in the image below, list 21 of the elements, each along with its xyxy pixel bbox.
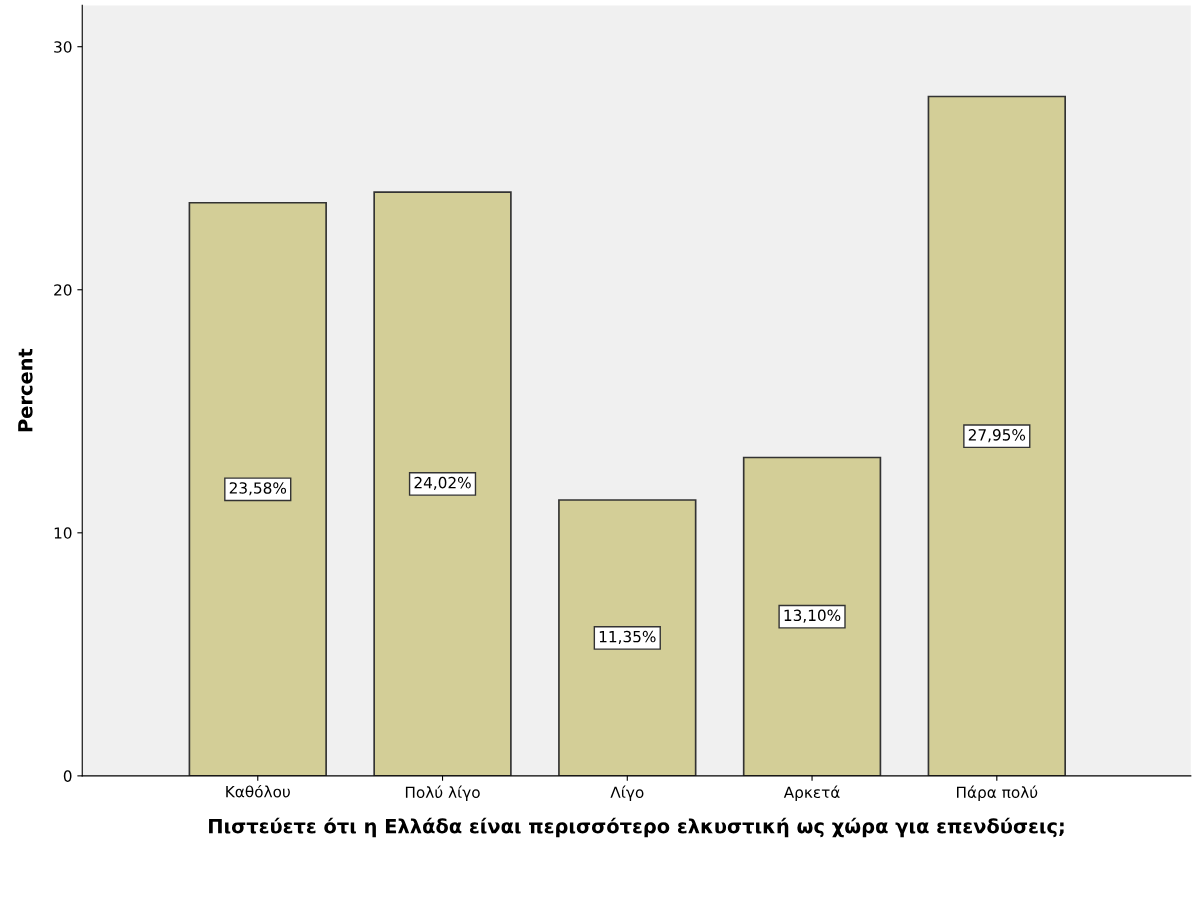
data-label: 11,35% [599, 630, 656, 644]
y-tick-label: 20 [54, 284, 72, 296]
bar [373, 191, 512, 776]
bar [558, 499, 697, 776]
data-label: 24,02% [414, 476, 471, 490]
x-tick-label: Αρκετά [783, 785, 840, 801]
bar [927, 95, 1067, 776]
x-tick-label: Λίγο [610, 785, 644, 801]
y-tick-label: 0 [63, 770, 72, 782]
data-label: 27,95% [968, 429, 1026, 443]
data-label: 13,10% [784, 609, 841, 623]
data-label: 23,58% [229, 482, 287, 496]
x-tick-label: Καθόλου [226, 784, 290, 798]
bar [188, 201, 327, 776]
x-tick-label: Πάρα πολύ [957, 785, 1038, 801]
x-axis-title: Πιστεύετε ότι η Ελλάδα είναι περισσότερο ελκυστική ως χώρα για επενδύσεις; [209, 817, 1064, 838]
y-tick-label: 10 [54, 527, 72, 539]
bar [742, 456, 882, 776]
y-axis-title: Percent [18, 348, 33, 432]
y-tick-label: 30 [54, 41, 72, 53]
x-tick-label: Πολύ λίγο [405, 785, 480, 801]
